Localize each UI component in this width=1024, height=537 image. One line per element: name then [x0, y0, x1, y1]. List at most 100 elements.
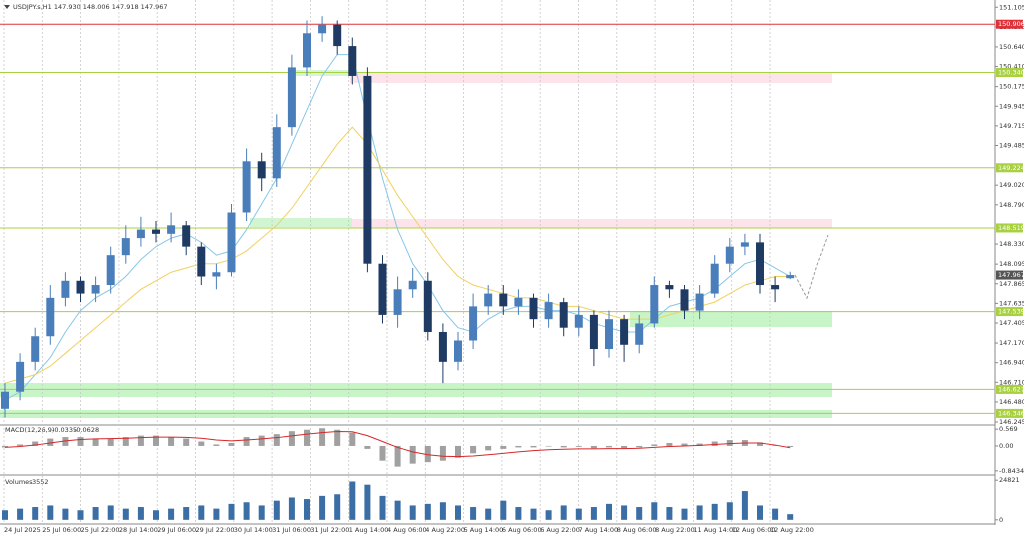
x-tick-label: 25 Jul 06:00 — [42, 526, 81, 534]
level-label: 148.519 — [998, 224, 1024, 232]
demand-zone — [0, 410, 832, 418]
volume-bar — [288, 497, 295, 520]
x-tick-label: 30 Jul 14:00 — [234, 526, 273, 534]
level-label-bg — [996, 307, 1023, 317]
x-tick-label: 4 Aug 06:00 — [387, 526, 427, 534]
volume-bar — [92, 507, 99, 520]
macd-bar — [787, 445, 794, 447]
macd-bar — [228, 442, 235, 446]
candle-body — [61, 280, 70, 298]
macd-bar — [409, 445, 416, 464]
x-tick-label: 4 Aug 22:00 — [425, 526, 465, 534]
zones — [0, 70, 832, 418]
volume-title: Volumes — [5, 478, 33, 486]
y-tick-label: 149.485 — [999, 142, 1024, 150]
level-label-bg — [996, 408, 1023, 418]
volume-bar — [575, 508, 582, 520]
candle-body — [303, 33, 311, 68]
price-label-bg — [996, 270, 1023, 280]
macd-bar — [485, 445, 492, 451]
projection — [794, 234, 829, 300]
level-label-bg — [996, 223, 1023, 233]
candle-body — [559, 302, 568, 328]
macd-bar — [424, 445, 431, 463]
volume-bar — [651, 502, 658, 520]
macd-bar — [258, 435, 265, 446]
level-label: 147.539 — [998, 308, 1024, 316]
volume-bar — [349, 481, 356, 520]
macd-bar — [726, 440, 733, 446]
macd-bar — [243, 437, 250, 446]
candle-body — [121, 238, 130, 256]
volume-bar — [485, 508, 492, 520]
x-tick-label: 29 Jul 06:00 — [157, 526, 196, 534]
volume-bar — [32, 507, 39, 520]
candle-body — [363, 75, 372, 264]
y-tick-label: -0.8434 — [999, 467, 1024, 475]
chart-title: USDJPY.s,H1 147.930 148.006 147.918 147.… — [13, 3, 168, 11]
volume-bar — [439, 502, 446, 520]
macd-bar — [681, 443, 688, 446]
macd-bar — [470, 445, 477, 454]
y-tick-label: 146.710 — [999, 378, 1024, 386]
volume-bar — [334, 494, 341, 520]
macd-bar — [545, 445, 552, 447]
candle-body — [136, 229, 145, 239]
macd-bar — [273, 434, 280, 446]
volume-bar — [500, 500, 507, 520]
x-tick-label: 12 Aug 22:00 — [770, 526, 814, 534]
volume-bar — [258, 505, 265, 520]
macd-bar — [349, 432, 356, 446]
candle-body — [242, 161, 251, 213]
level-label-bg — [996, 163, 1023, 173]
macd-bar — [711, 441, 718, 446]
macd-bar — [439, 445, 446, 461]
candle-body — [438, 331, 447, 362]
candle-body — [272, 127, 281, 179]
volume-bar — [681, 508, 688, 520]
candle-body — [695, 293, 704, 311]
y-tick-label: 149.715 — [999, 122, 1024, 130]
volume-bar — [107, 505, 114, 520]
macd-bar — [288, 431, 295, 446]
macd-bar — [455, 445, 461, 458]
macd-bar — [590, 445, 597, 449]
moving-average — [4, 126, 791, 384]
volume-bar — [213, 508, 220, 520]
volume-bar — [726, 502, 733, 520]
macd-signal-value: -0.0628 — [74, 426, 99, 434]
candle-body — [408, 280, 417, 290]
candle-body — [710, 263, 719, 294]
macd-bar — [319, 428, 326, 446]
candle-body — [484, 293, 493, 307]
demand-zone — [250, 218, 352, 227]
candle-body — [786, 275, 795, 279]
macd-bar — [122, 437, 129, 446]
demand-zone — [0, 383, 832, 397]
x-tick-label: 5 Aug 14:00 — [464, 526, 504, 534]
candle-body — [529, 297, 538, 320]
x-tick-label: 24 Jul 2025 — [4, 526, 41, 534]
volume-bar — [62, 508, 69, 520]
volume-bar — [379, 495, 386, 520]
volume-bar — [636, 507, 643, 520]
y-tick-label: 147.635 — [999, 299, 1024, 307]
volume-bar — [741, 491, 748, 520]
macd-bar — [17, 444, 24, 446]
macd-bar — [515, 445, 522, 448]
level-label: 150.340 — [998, 69, 1024, 77]
candle-body — [454, 340, 462, 362]
volume-bar — [2, 510, 8, 520]
level-label-bg — [996, 19, 1023, 29]
macd-bar — [772, 445, 779, 446]
volume-bar — [273, 500, 280, 520]
candle-body — [589, 314, 598, 350]
volume-bar — [757, 505, 763, 520]
volume-bar — [409, 505, 416, 520]
macd-bar — [560, 445, 567, 448]
candle-body — [227, 212, 236, 273]
macd-bar — [47, 438, 54, 446]
macd-bar — [77, 437, 84, 446]
candle-body — [76, 280, 85, 294]
